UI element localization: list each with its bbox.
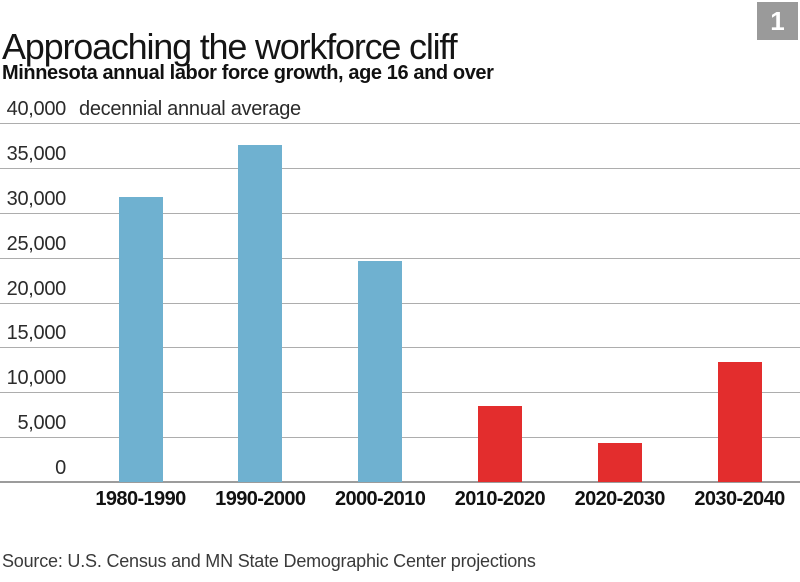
x-tick-label: 1980-1990	[95, 488, 186, 510]
bar-1990-2000	[238, 145, 283, 482]
x-tick-label: 2000-2010	[334, 488, 426, 510]
y-tick-label: 10,000	[6, 367, 67, 390]
bar-2010-2020	[477, 405, 522, 482]
gridline	[0, 167, 800, 169]
y-tick-label: 0	[55, 457, 66, 479]
bar-1980-1990	[118, 197, 163, 482]
gridline	[0, 212, 800, 214]
y-tick-label: 35,000	[6, 142, 67, 165]
x-tick-label: 1990-2000	[215, 488, 306, 510]
figure-number-badge: 1	[757, 2, 798, 40]
x-axis-baseline	[0, 481, 800, 483]
y-tick-label: 25,000	[6, 232, 67, 255]
y-tick-label: 30,000	[6, 187, 67, 210]
bar-2030-2040	[717, 361, 762, 482]
axis-annotation: decennial annual average	[79, 98, 301, 120]
y-tick-label: 5,000	[17, 412, 66, 435]
y-tick-label: 15,000	[6, 322, 67, 345]
page-title: Approaching the workforce cliff	[2, 26, 458, 68]
x-tick-label: 2030-2040	[694, 488, 785, 510]
y-tick-label: 40,000	[6, 98, 67, 120]
gridline	[0, 123, 800, 124]
y-tick-label: 20,000	[6, 277, 67, 300]
chart-subtitle: Minnesota annual labor force growth, age…	[2, 61, 494, 84]
x-tick-label: 2010-2020	[454, 488, 546, 510]
bar-2020-2030	[597, 443, 642, 482]
source-note: Source: U.S. Census and MN State Demogra…	[2, 551, 536, 571]
gridline	[0, 257, 800, 259]
x-tick-label: 2020-2030	[574, 488, 666, 510]
bar-2000-2010	[358, 261, 403, 482]
